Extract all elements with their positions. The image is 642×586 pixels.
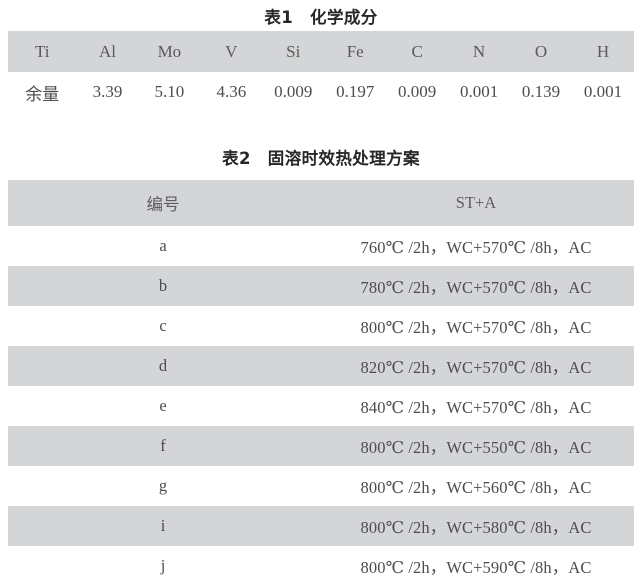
- table-1-title: 表1 化学成分: [264, 8, 378, 27]
- table-1-header-c: C: [411, 41, 423, 61]
- table-1-cell-h: 0.001: [583, 82, 623, 101]
- table-row: b 780℃ /2h，WC+570℃ /8h，AC: [8, 266, 634, 306]
- table-2-title: 表2 固溶时效热处理方案: [222, 149, 420, 168]
- table-1-cell-n: 0.001: [459, 82, 499, 101]
- table-2-header-row: 编号 ST+A: [8, 180, 634, 226]
- document-page: 表1 化学成分 Ti Al Mo V Si Fe C N O H 余量 3: [8, 8, 634, 577]
- table-row: e 840℃ /2h，WC+570℃ /8h，AC: [8, 386, 634, 426]
- table-2-cell-id: g: [158, 476, 168, 495]
- chemical-composition-table: Ti Al Mo V Si Fe C N O H 余量 3.39 5.10 4.…: [8, 31, 634, 112]
- table-1-cell-fe: 0.197: [336, 82, 375, 101]
- table-1-header-row: Ti Al Mo V Si Fe C N O H: [8, 31, 634, 72]
- table-1-cell-o: 0.139: [521, 82, 561, 101]
- table-2-cell-st-a: 840℃ /2h，WC+570℃ /8h，AC: [360, 398, 592, 417]
- table-2-cell-st-a: 780℃ /2h，WC+570℃ /8h，AC: [360, 278, 592, 297]
- table-1-cell-mo: 5.10: [154, 82, 185, 101]
- table-2-cell-id: d: [158, 356, 168, 375]
- table-1-header-v: V: [225, 41, 238, 61]
- table-row: 余量 3.39 5.10 4.36 0.009 0.197 0.009 0.00…: [8, 72, 634, 112]
- heat-treatment-schedule-table: 编号 ST+A a 760℃ /2h，WC+570℃ /8h，AC b 780℃…: [8, 180, 634, 586]
- table-row: d 820℃ /2h，WC+570℃ /8h，AC: [8, 346, 634, 386]
- table-2-cell-st-a: 820℃ /2h，WC+570℃ /8h，AC: [360, 358, 592, 377]
- table-row: c 800℃ /2h，WC+570℃ /8h，AC: [8, 306, 634, 346]
- table-2-header-st-a: ST+A: [455, 193, 497, 212]
- table-1-cell-al: 3.39: [92, 82, 123, 101]
- table-1-header-ti: Ti: [34, 41, 50, 61]
- table-1-header-o: O: [534, 41, 548, 61]
- table-1-cell-ti: 余量: [25, 84, 60, 104]
- table-1-cell-v: 4.36: [216, 82, 247, 101]
- table-1-header-h: H: [596, 41, 610, 61]
- table-2-cell-id: e: [159, 396, 167, 415]
- table-row: j 800℃ /2h，WC+590℃ /8h，AC: [8, 546, 634, 586]
- table-1-cell-si: 0.009: [274, 82, 313, 101]
- table-2-cell-st-a: 800℃ /2h，WC+590℃ /8h，AC: [360, 558, 592, 577]
- table-1-header-n: N: [472, 41, 486, 61]
- table-2-header-id: 编号: [146, 195, 180, 214]
- table-1-header-mo: Mo: [157, 41, 182, 61]
- table-row: i 800℃ /2h，WC+580℃ /8h，AC: [8, 506, 634, 546]
- table-2-cell-id: f: [160, 436, 166, 455]
- table-2-cell-st-a: 800℃ /2h，WC+560℃ /8h，AC: [360, 478, 592, 497]
- table-2-cell-id: j: [160, 556, 166, 575]
- table-1-header-al: Al: [98, 41, 116, 61]
- table-2-cell-st-a: 800℃ /2h，WC+550℃ /8h，AC: [360, 438, 592, 457]
- table-1-header-fe: Fe: [346, 41, 364, 61]
- table-1-header-si: Si: [286, 41, 301, 61]
- table-1-cell-c: 0.009: [398, 82, 437, 101]
- table-row: g 800℃ /2h，WC+560℃ /8h，AC: [8, 466, 634, 506]
- table-2-cell-st-a: 800℃ /2h，WC+580℃ /8h，AC: [360, 518, 592, 537]
- table-2-cell-id: a: [159, 236, 167, 255]
- table-2-cell-st-a: 800℃ /2h，WC+570℃ /8h，AC: [360, 318, 592, 337]
- table-2-cell-st-a: 760℃ /2h，WC+570℃ /8h，AC: [360, 238, 592, 257]
- table-2-cell-id: b: [158, 276, 168, 295]
- table-2-cell-id: c: [159, 316, 167, 335]
- table-2-cell-id: i: [160, 516, 166, 535]
- table-row: f 800℃ /2h，WC+550℃ /8h，AC: [8, 426, 634, 466]
- table-row: a 760℃ /2h，WC+570℃ /8h，AC: [8, 226, 634, 266]
